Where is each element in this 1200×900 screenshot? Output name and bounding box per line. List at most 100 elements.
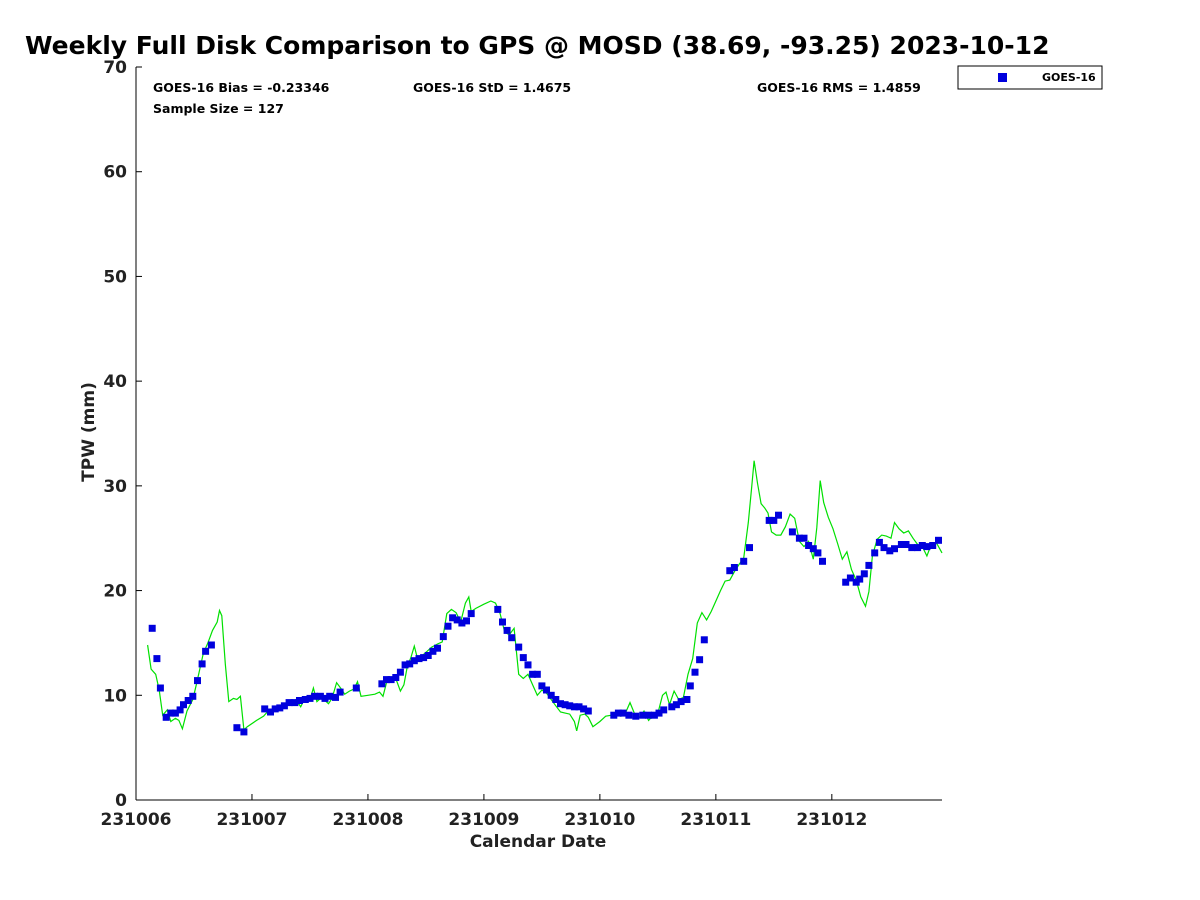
goes16-point [814, 549, 822, 557]
legend-label-goes16: GOES-16 [1042, 71, 1096, 84]
goes16-point [240, 728, 248, 736]
goes16-point [914, 544, 922, 552]
goes16-point [726, 567, 734, 575]
goes16-point [575, 703, 583, 711]
goes16-point [696, 656, 704, 664]
goes16-point [189, 692, 197, 700]
goes16-point [429, 647, 437, 655]
goes16-point [494, 605, 502, 613]
goes16-point [444, 622, 452, 630]
goes16-point [557, 700, 564, 708]
goes16-point [392, 674, 400, 681]
goes16-point [316, 692, 324, 700]
goes16-point [326, 692, 334, 700]
x-tick-label: 231009 [448, 810, 519, 830]
goes16-point [406, 660, 414, 668]
goes16-point [439, 633, 447, 641]
goes16-point [770, 516, 778, 524]
goes16-point [619, 709, 627, 717]
goes16-point [552, 696, 560, 703]
goes16-point [280, 702, 288, 710]
y-tick-label: 70 [103, 58, 127, 78]
stat-sample-size: Sample Size = 127 [153, 101, 284, 116]
goes16-point [529, 670, 537, 678]
x-tick-label: 231011 [680, 810, 751, 830]
x-axis: 231006 231007 231008 231009 231010 231011 2310… [101, 794, 867, 830]
goes16-point [458, 619, 466, 627]
goes16-point [410, 657, 418, 665]
goes16-point [860, 570, 868, 578]
goes16-point [176, 706, 184, 714]
goes16-point [856, 575, 864, 583]
goes16-point [805, 542, 813, 549]
goes16-point [267, 708, 274, 716]
goes16-point [207, 641, 215, 649]
goes16-point [923, 543, 931, 551]
goes16-point [198, 660, 206, 668]
legend: GOES-16 [957, 65, 1103, 90]
stat-std: GOES-16 StD = 1.4675 [413, 80, 571, 95]
y-tick-label: 30 [103, 477, 127, 497]
goes16-point [614, 709, 622, 717]
y-tick-label: 0 [115, 791, 127, 811]
goes16-point [891, 545, 898, 553]
stat-rms: GOES-16 RMS = 1.4859 [757, 80, 921, 95]
plot-area [135, 67, 942, 801]
goes16-point [296, 697, 303, 704]
goes16-point [865, 561, 873, 569]
goes16-point [691, 668, 699, 676]
y-tick-label: 50 [103, 267, 127, 287]
goes16-point [306, 694, 314, 702]
goes16-point [387, 676, 395, 684]
goes16-point [261, 705, 269, 713]
goes16-point [524, 661, 532, 669]
goes16-point [625, 711, 633, 719]
goes16-point [415, 655, 423, 663]
goes16-point [902, 541, 910, 548]
y-axis-label: TPW (mm) [79, 382, 99, 482]
goes16-point [167, 709, 175, 717]
x-tick-label: 231012 [796, 810, 867, 830]
y-tick-label: 40 [103, 372, 127, 392]
goes16-point [291, 699, 299, 707]
goes16-point [194, 677, 201, 685]
goes16-point [800, 534, 808, 542]
goes16-point [180, 701, 187, 709]
goes16-point [875, 538, 883, 546]
x-tick-label: 231010 [564, 810, 635, 830]
goes16-point [871, 549, 879, 557]
goes16-point [401, 661, 409, 669]
goes16-point [639, 711, 647, 719]
goes16-point [561, 701, 569, 709]
goes16-point [233, 724, 241, 732]
goes16-point [453, 616, 461, 624]
goes16-point [162, 713, 170, 721]
goes16-point [730, 564, 738, 571]
goes16-point [584, 707, 592, 715]
goes16-point [424, 652, 432, 659]
goes16-point [508, 634, 516, 642]
goes16-point [301, 696, 309, 703]
x-tick-label: 231006 [101, 810, 172, 830]
y-tick-label: 20 [103, 582, 127, 602]
goes16-point [463, 617, 470, 625]
goes16-point [285, 699, 293, 707]
goes16-point [153, 655, 161, 663]
goes16-point [795, 534, 803, 542]
goes16-point [672, 701, 680, 709]
goes16-point [434, 644, 441, 652]
goes16-point [610, 711, 618, 719]
goes16-point [683, 696, 691, 703]
goes16-point [271, 705, 279, 713]
goes16-point [645, 711, 653, 719]
goes16-point [908, 544, 916, 552]
goes16-point [519, 654, 527, 662]
goes16-point [566, 702, 574, 710]
goes16-point [886, 547, 894, 555]
goes16-point [449, 614, 457, 622]
goes16-point [515, 643, 523, 651]
legend-marker-goes16 [998, 73, 1007, 82]
goes16-point [929, 542, 937, 549]
goes16-point [533, 670, 541, 678]
goes16-point [383, 676, 390, 684]
